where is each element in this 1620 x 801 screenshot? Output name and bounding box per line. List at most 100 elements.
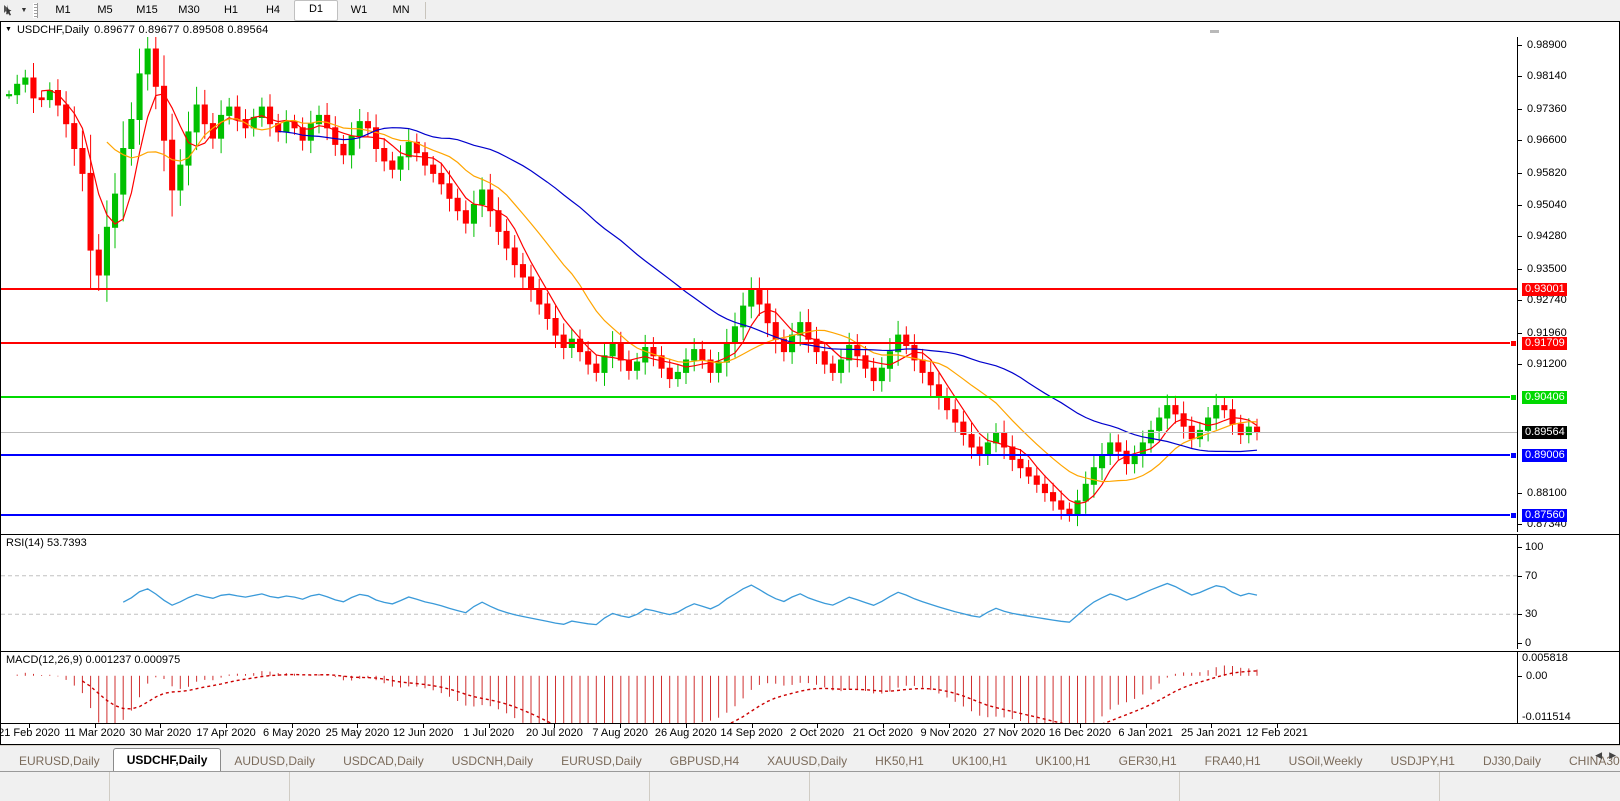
- date-tick-mark: [94, 724, 96, 728]
- price-tag-pivot: 0.89006: [1522, 449, 1567, 463]
- date-tick-label: 27 Nov 2020: [983, 727, 1046, 739]
- date-tick-mark: [817, 724, 819, 728]
- timeframe-h4[interactable]: H4: [265, 4, 281, 16]
- chart-tab-usdchf-daily[interactable]: USDCHF,Daily: [112, 748, 222, 772]
- date-tick-mark: [948, 724, 950, 728]
- rsi-tick-label: 30: [1525, 608, 1538, 621]
- tab-scroll-controls[interactable]: ◀ ▶: [1595, 750, 1616, 761]
- date-tick-mark: [1277, 724, 1278, 728]
- price-tick-label: 0.97360: [1527, 102, 1567, 115]
- date-tick-label: 20 Jul 2020: [526, 727, 583, 739]
- price-tick-label: 0.93500: [1527, 262, 1567, 275]
- status-cell-1: [0, 772, 110, 801]
- toolbar-separator: [425, 2, 426, 19]
- toolbar-dropdown-icon[interactable]: ▼: [20, 7, 28, 14]
- level-line-resistance[interactable]: [1, 341, 1517, 344]
- price-tick-mark: [1518, 364, 1522, 366]
- macd-tick-mark: [1518, 675, 1522, 677]
- date-tick-mark: [1014, 724, 1016, 728]
- price-tick-mark: [1518, 140, 1522, 142]
- chart-tab-fra40-h1[interactable]: FRA40,H1: [1204, 754, 1261, 768]
- price-tick-label: 0.87340: [1527, 518, 1567, 531]
- price-tag-resistance: 0.93001: [1522, 283, 1567, 297]
- price-candlestick-plot[interactable]: [1, 37, 1517, 532]
- level-drag-handle[interactable]: [1510, 339, 1517, 347]
- rsi-tick-mark: [1518, 575, 1522, 577]
- chart-tab-hk50-h1[interactable]: HK50,H1: [875, 754, 924, 768]
- rsi-tick-mark: [1518, 547, 1522, 548]
- date-tick-label: 25 Jan 2021: [1181, 727, 1242, 739]
- status-cell-3: [290, 772, 650, 801]
- rsi-tick-label: 100: [1525, 541, 1544, 553]
- level-drag-handle[interactable]: [1510, 512, 1517, 519]
- chart-tab-usdjpy-h1[interactable]: USDJPY,H1: [1390, 754, 1455, 768]
- date-tick-label: 17 Apr 2020: [196, 727, 256, 739]
- rsi-line-plot[interactable]: [1, 535, 1517, 649]
- level-line-pivot[interactable]: [1, 454, 1517, 457]
- rsi-tick-mark: [1518, 643, 1522, 644]
- date-tick-mark: [488, 724, 490, 728]
- status-bar: [0, 772, 1620, 801]
- chart-tab-audusd-daily[interactable]: AUDUSD,Daily: [234, 754, 316, 768]
- timeframe-m1[interactable]: M1: [55, 4, 71, 16]
- timeframe-w1[interactable]: W1: [350, 4, 368, 16]
- window-minimize-icon[interactable]: [1210, 30, 1219, 33]
- timeframe-m30[interactable]: M30: [178, 4, 200, 16]
- date-tick-label: 11 Mar 2020: [64, 727, 126, 739]
- chart-tab-usoil-weekly[interactable]: USOil,Weekly: [1288, 754, 1363, 768]
- chart-tab-eurusd-daily[interactable]: EURUSD,Daily: [561, 754, 642, 768]
- date-tick-label: 14 Sep 2020: [720, 727, 783, 739]
- date-tick-mark: [423, 724, 425, 728]
- chart-header: ▼ USDCHF,Daily 0.89677 0.89677 0.89508 0…: [1, 22, 1619, 37]
- timeframe-mn[interactable]: MN: [392, 4, 410, 16]
- date-tick-label: 26 Aug 2020: [654, 727, 717, 739]
- level-line-last-price[interactable]: [1, 431, 1517, 433]
- date-tick-mark: [685, 724, 687, 728]
- level-line-pivot[interactable]: [1, 514, 1517, 516]
- chevron-down-icon[interactable]: ▼: [5, 26, 12, 33]
- macd-pane[interactable]: MACD(12,26,9) 0.001237 0.000975 0.005818…: [0, 651, 1619, 744]
- price-tick-label: 0.91200: [1527, 358, 1567, 371]
- chart-tabs-list[interactable]: EURUSD,Daily USDCHF,Daily AUDUSD,Daily USDC…: [0, 746, 1620, 772]
- toolbar-grip-handle[interactable]: [33, 3, 38, 18]
- level-drag-handle[interactable]: [1510, 452, 1517, 460]
- crosshair-cursor-icon[interactable]: [0, 1, 17, 20]
- chevron-right-icon[interactable]: ▶: [1609, 750, 1616, 760]
- timeframe-d1[interactable]: D1: [294, 0, 338, 21]
- timeframe-h1[interactable]: H1: [223, 4, 239, 16]
- price-tick-mark: [1518, 492, 1522, 494]
- chart-tab-gbpusd-h4[interactable]: GBPUSD,H4: [669, 754, 740, 768]
- chart-tab-eurusd-daily[interactable]: EURUSD,Daily: [19, 754, 100, 768]
- chart-tab-uk100-h1[interactable]: UK100,H1: [951, 754, 1008, 768]
- timeframe-m5[interactable]: M5: [97, 4, 113, 16]
- level-line-resistance[interactable]: [1, 288, 1517, 291]
- chart-tab-xauusd-daily[interactable]: XAUUSD,Daily: [767, 754, 848, 768]
- rsi-tick-label: 70: [1525, 569, 1538, 582]
- timeframe-m15[interactable]: M15: [136, 4, 158, 16]
- date-tick-label: 12 Jun 2020: [392, 727, 454, 739]
- date-tick-mark: [1145, 724, 1147, 728]
- price-tick-mark: [1518, 204, 1522, 206]
- chart-symbol-label: USDCHF,Daily: [16, 23, 90, 36]
- chart-tab-ger30-h1[interactable]: GER30,H1: [1118, 754, 1177, 768]
- chart-tab-usdcnh-daily[interactable]: USDCNH,Daily: [451, 754, 534, 768]
- date-tick-label: 9 Nov 2020: [920, 727, 977, 739]
- chevron-left-icon[interactable]: ◀: [1595, 750, 1603, 760]
- rsi-pane[interactable]: RSI(14) 53.7393 100 70 30 0: [1, 534, 1619, 649]
- chart-tab-usdcad-daily[interactable]: USDCAD,Daily: [343, 754, 424, 768]
- level-drag-handle[interactable]: [1510, 394, 1517, 401]
- level-line-support[interactable]: [1, 396, 1517, 398]
- tabstrip-divider: [0, 771, 1620, 772]
- status-cell-5: [810, 772, 1180, 801]
- date-axis[interactable]: 21 Feb 2020 11 Mar 2020 30 Mar 2020 17 Apr …: [0, 723, 1619, 744]
- date-tick-label: 21 Feb 2020: [0, 727, 60, 739]
- rsi-tick-label: 0: [1525, 637, 1532, 649]
- price-pane[interactable]: 0.98900 0.98140 0.97360 0.96600 0.95820 0.950…: [1, 37, 1619, 532]
- chart-tab-uk100-h1[interactable]: UK100,H1: [1035, 754, 1091, 768]
- chart-tab-dj30-daily[interactable]: DJ30,Daily: [1482, 754, 1541, 768]
- timeframe-toolbar: ▼ M1 M5 M15 M30 H1 H4 D1 W1 MN: [0, 0, 1620, 22]
- price-tick-label: 0.96600: [1527, 134, 1567, 147]
- macd-histogram-plot[interactable]: [1, 652, 1517, 723]
- chart-tab-china300-h1[interactable]: CHINA300,H1: [1568, 754, 1620, 768]
- status-cell-2: [110, 772, 290, 801]
